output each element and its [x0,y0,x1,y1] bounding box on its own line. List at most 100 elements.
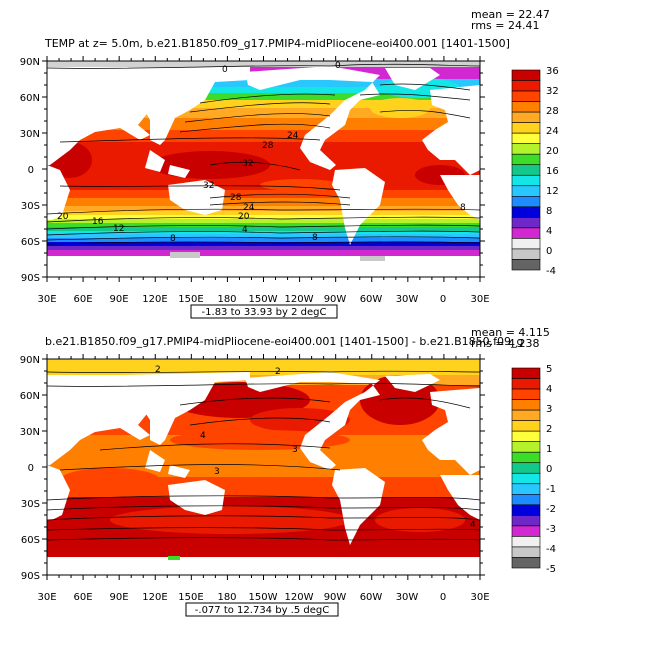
colorbar-label: 32 [546,86,559,97]
contour-label: 28 [230,193,242,203]
colorbar-swatch [511,132,541,144]
panel-1-range-label: -1.83 to 33.93 by 2 degC [202,307,327,318]
panel-2-mean: mean = 4.115 [471,326,550,339]
colorbar-label: 0 [546,464,552,475]
colorbar-label: 16 [546,166,559,177]
colorbar-swatch [511,174,541,187]
lon-label: 120W [285,294,314,305]
contour-label: 32 [203,181,214,191]
colorbar-label: 12 [546,186,559,197]
contour-label: 24 [287,131,299,141]
lat-label: 60N [20,93,40,104]
colorbar-label: 8 [546,206,552,217]
colorbar-swatch [511,111,541,123]
colorbar-swatch [511,367,541,379]
colorbar-swatch [511,122,541,134]
colorbar-swatch [511,546,541,558]
lat-label: 90S [21,273,40,284]
lon-label: 180 [217,592,236,603]
panel-1-map: 0 0 24 28 32 32 28 24 20 20 16 12 8 4 8 … [46,60,481,278]
lon-label: 180 [217,294,236,305]
lon-label: 90W [324,592,347,603]
lat-label: 30N [20,427,40,438]
contour-label: 3 [292,445,298,455]
colorbar-swatch [511,69,541,81]
colorbar-label: 36 [546,66,559,77]
panel-1-title: TEMP at z= 5.0m, b.e21.B1850.f09_g17.PMI… [44,37,510,50]
lon-label: 150E [178,294,203,305]
panel-1-ticks [42,56,485,282]
colorbar-swatch [511,217,541,229]
colorbar-swatch [511,259,541,271]
panel-1-rms: rms = 24.41 [471,19,539,32]
lon-label: 30E [470,592,489,603]
panel-1: mean = 22.47 rms = 24.41 TEMP at z= 5.0m… [20,8,559,319]
lon-label: 0 [440,592,446,603]
colorbar-swatch [511,536,541,548]
lon-label: 120E [142,294,167,305]
panel-2-contour-lines [46,370,481,541]
panel-1-lon-axis: 30E 60E 90E 120E 150E 180 150W 120W 90W … [37,294,489,305]
lon-label: 60W [360,592,383,603]
colorbar-label: -4 [546,544,556,555]
lon-label: 90E [109,294,128,305]
contour-label: 32 [242,159,253,169]
panel-1-land [47,66,480,277]
contour-label: 4 [200,431,206,441]
contour-label: 2 [155,365,161,375]
colorbar-swatch [511,409,541,421]
colorbar-swatch [511,483,541,495]
colorbar-label: -1 [546,484,556,495]
lon-label: 30E [37,294,56,305]
contour-label: 16 [92,217,104,227]
lon-label: 120W [285,592,314,603]
lon-label: 90E [109,592,128,603]
colorbar-label: 5 [546,364,552,375]
panel-2-title: b.e21.B1850.f09_g17.PMIP4-midPliocene-eo… [45,335,524,348]
contour-label: 8 [460,203,466,213]
panel-1-contour-lines [46,63,481,245]
colorbar-swatch [511,80,541,92]
colorbar-label: 2 [546,424,552,435]
lat-label: 60S [21,237,40,248]
contour-label: 20 [238,212,250,222]
lat-label: 60N [20,391,40,402]
colorbar-swatch [511,206,541,218]
panel-2-contour-labels: 2 2 4 3 3 4 [155,365,476,530]
panel-2-ticks [42,354,485,580]
lat-label: 90S [21,571,40,582]
colorbar-swatch [511,185,541,197]
colorbar-label: 24 [546,126,559,137]
panel-2-rms: rms = 4.238 [471,337,539,350]
colorbar-swatch [511,248,541,260]
colorbar-swatch [511,420,541,432]
lon-label: 30E [470,294,489,305]
colorbar-label: 0 [546,246,552,257]
panel-1-mean: mean = 22.47 [471,8,550,21]
colorbar-label: 4 [546,384,552,395]
panel-1-contour-labels: 0 0 24 28 32 32 28 24 20 20 16 12 8 4 8 … [57,61,466,244]
colorbar-swatch [511,196,541,208]
lon-label: 150W [249,592,278,603]
lon-label: 30W [396,592,419,603]
lat-label: 0 [28,165,34,176]
colorbar-label: 1 [546,444,552,455]
colorbar-swatch [511,472,541,485]
panel-2-map: 2 2 4 3 3 4 [46,358,481,576]
colorbar-swatch [511,451,541,464]
contour-label: 28 [262,141,274,151]
colorbar-swatch [511,399,541,411]
contour-label: 8 [312,233,318,243]
lat-label: 90N [20,355,40,366]
colorbar-swatch [511,388,541,400]
panel-1-range-box: -1.83 to 33.93 by 2 degC [190,304,338,319]
contour-label: 24 [243,203,255,213]
colorbar-swatch [511,238,541,250]
lon-label: 90W [324,294,347,305]
colorbar-label: -4 [546,266,556,277]
colorbar-swatch [511,227,541,239]
contour-label: 8 [170,234,176,244]
colorbar-label: -3 [546,524,556,535]
colorbar-swatch [511,164,541,176]
